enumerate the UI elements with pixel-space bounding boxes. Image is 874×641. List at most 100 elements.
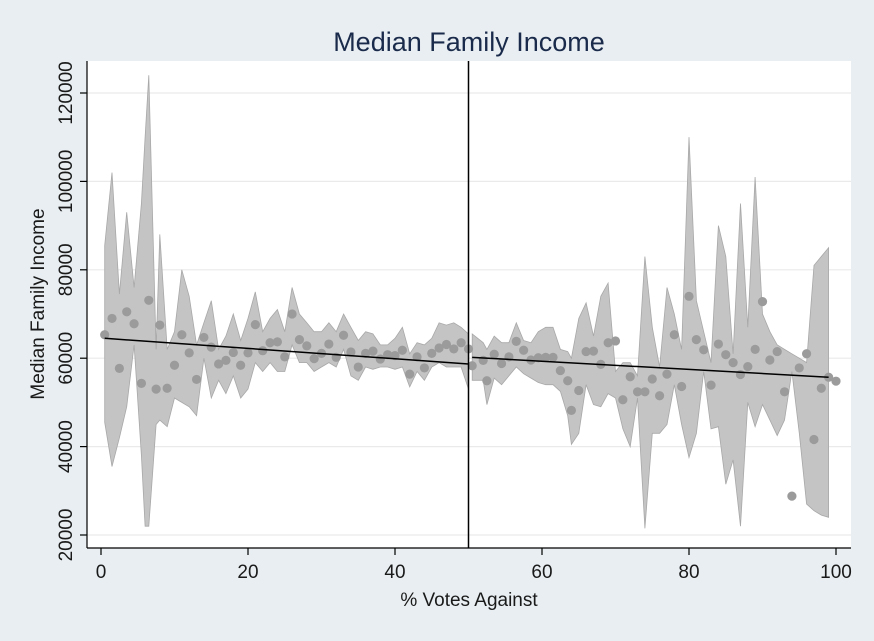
data-point — [129, 319, 139, 329]
fit-line-layer — [104, 337, 829, 378]
data-point — [574, 385, 584, 396]
data-point — [655, 391, 665, 401]
data-point — [632, 387, 643, 397]
data-point — [831, 376, 841, 386]
data-point — [144, 295, 154, 305]
y-tick-label: 100000 — [56, 150, 77, 213]
data-point — [603, 338, 613, 348]
data-point — [390, 350, 400, 361]
points-layer — [100, 291, 841, 501]
data-point — [566, 405, 577, 415]
data-point — [155, 320, 165, 330]
data-point — [114, 363, 124, 373]
confidence-band-right — [471, 137, 829, 529]
data-point — [625, 372, 635, 382]
data-point — [482, 376, 492, 386]
data-point — [169, 360, 180, 370]
data-point — [177, 330, 187, 340]
data-point — [338, 330, 349, 340]
data-point — [302, 341, 312, 351]
data-point — [122, 307, 132, 317]
data-point — [563, 376, 573, 386]
x-tick-label: 80 — [678, 562, 699, 583]
data-point — [287, 309, 297, 319]
data-point — [162, 383, 172, 393]
data-point — [434, 343, 444, 353]
x-tick-label: 0 — [96, 562, 107, 583]
data-point — [640, 387, 650, 397]
data-point — [324, 339, 334, 349]
data-point — [743, 361, 753, 372]
data-point — [728, 358, 738, 368]
data-point — [136, 378, 147, 388]
data-point — [519, 345, 529, 355]
data-point — [677, 381, 687, 392]
data-point — [713, 339, 724, 349]
data-point — [346, 347, 356, 357]
y-tick-label: 80000 — [56, 243, 77, 296]
data-point — [794, 363, 804, 373]
data-point — [272, 337, 282, 347]
data-point — [588, 346, 599, 356]
data-point — [610, 336, 621, 346]
data-point — [294, 335, 305, 345]
data-point — [265, 338, 275, 348]
x-tick-label: 40 — [384, 562, 405, 583]
data-point — [449, 344, 459, 354]
data-point — [541, 352, 551, 362]
y-tick-label: 40000 — [56, 420, 77, 473]
data-point — [802, 349, 812, 359]
fit-line-left — [104, 337, 469, 365]
x-tick-label: 20 — [237, 562, 258, 583]
data-point — [383, 350, 393, 360]
x-tick-label: 100 — [820, 562, 852, 583]
data-point — [199, 332, 209, 343]
data-point — [533, 353, 543, 363]
x-tick-label: 60 — [531, 562, 552, 583]
data-point — [662, 369, 672, 379]
y-axis-label: Median Family Income — [28, 208, 49, 399]
data-point — [100, 330, 110, 340]
data-point — [228, 347, 238, 358]
chart-title: Median Family Income — [333, 27, 605, 57]
data-point — [765, 355, 775, 365]
fit-line-right — [472, 356, 829, 378]
data-point — [691, 335, 701, 345]
data-point — [757, 297, 768, 307]
data-point — [809, 434, 819, 445]
data-point — [647, 374, 657, 384]
data-point — [412, 352, 422, 362]
data-point — [368, 346, 378, 356]
data-point — [511, 336, 521, 347]
data-point — [441, 339, 452, 350]
data-point — [496, 358, 507, 369]
data-point — [280, 352, 290, 362]
data-point — [221, 355, 231, 366]
data-point — [361, 348, 371, 358]
data-point — [309, 354, 319, 364]
data-point — [750, 344, 760, 354]
data-point — [555, 365, 565, 376]
data-point — [456, 338, 466, 348]
data-point — [375, 354, 385, 364]
data-point — [353, 362, 363, 372]
data-point — [618, 395, 628, 405]
data-point — [258, 346, 268, 356]
data-point — [397, 345, 407, 355]
data-point — [779, 387, 790, 397]
data-point — [669, 330, 679, 340]
data-point — [419, 363, 429, 373]
data-point — [191, 374, 202, 385]
data-point — [151, 384, 161, 394]
data-point — [787, 491, 797, 501]
data-point — [816, 383, 826, 393]
data-point — [243, 348, 253, 358]
data-point — [706, 380, 716, 390]
data-point — [735, 369, 746, 380]
axes-layer: 0 20 40 60 80 100 20000 40000 60000 80000 100000 12… — [56, 61, 852, 583]
data-point — [772, 346, 782, 357]
data-point — [107, 313, 117, 324]
data-point — [699, 345, 709, 355]
